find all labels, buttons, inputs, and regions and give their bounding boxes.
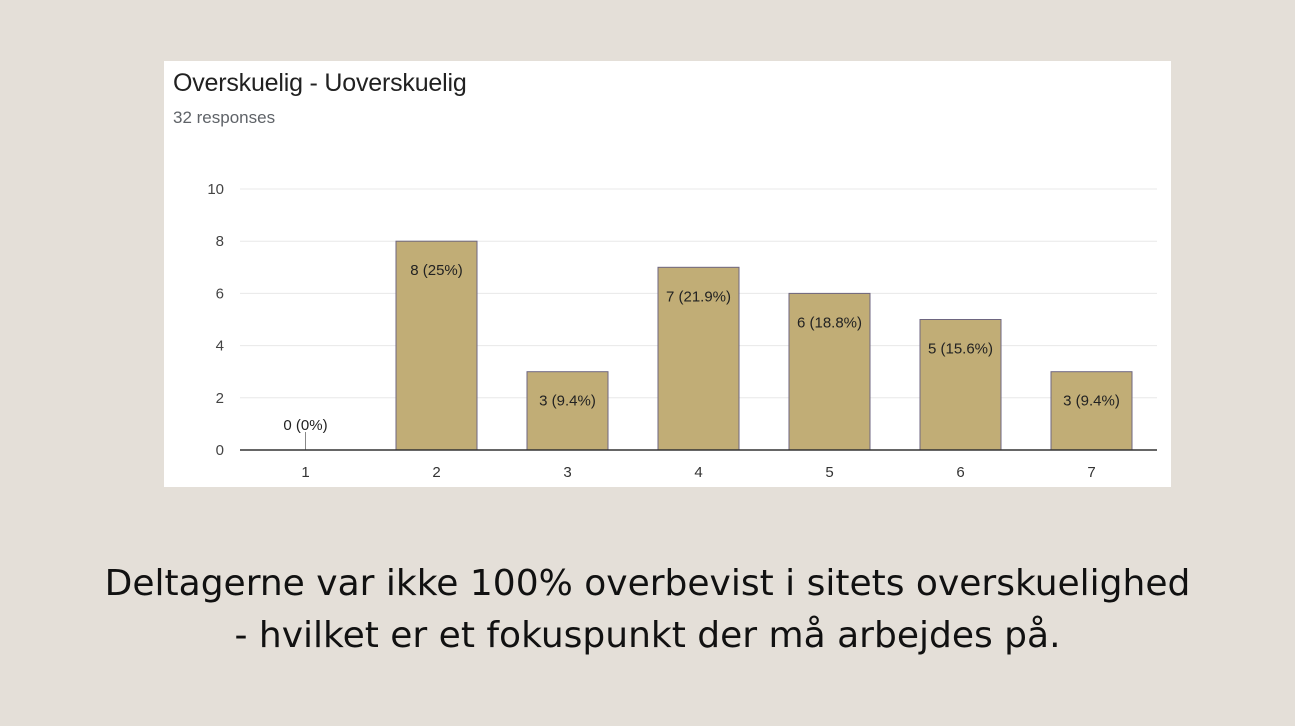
chart-card: Overskuelig - Uoverskuelig 32 responses …	[164, 61, 1171, 487]
x-tick-label: 5	[825, 464, 833, 481]
bar	[395, 240, 478, 451]
chart-title: Overskuelig - Uoverskuelig	[173, 69, 467, 97]
bar-chart: 0 2 4 6 8 10 1 0 (0%) 2 8 (25%) 3 3 (9.4%) 4 7 (21.9%…	[207, 181, 1157, 481]
bar	[788, 292, 871, 451]
bar	[657, 266, 740, 451]
data-label: 7 (21.9%)	[666, 288, 731, 305]
y-tick-label: 0	[216, 442, 224, 459]
y-tick-label: 6	[216, 285, 224, 302]
data-label: 6 (18.8%)	[797, 314, 862, 331]
caption-line-1: Deltagerne var ikke 100% overbevist i si…	[104, 563, 1191, 604]
data-label: 5 (15.6%)	[928, 341, 993, 358]
y-tick-label: 10	[207, 181, 224, 198]
data-label: 8 (25%)	[410, 262, 463, 279]
data-label: 0 (0%)	[283, 417, 327, 434]
y-tick-label: 2	[216, 390, 224, 407]
bar	[526, 371, 609, 451]
x-tick-label: 2	[432, 464, 440, 481]
y-tick-label: 4	[216, 338, 224, 355]
x-tick-label: 3	[563, 464, 571, 481]
caption: Deltagerne var ikke 100% overbevist i si…	[0, 558, 1295, 662]
x-tick-label: 7	[1087, 464, 1095, 481]
x-tick-label: 6	[956, 464, 964, 481]
caption-line-2: - hvilket er et fokuspunkt der må arbejd…	[234, 615, 1061, 656]
x-tick-label: 4	[694, 464, 702, 481]
data-label: 3 (9.4%)	[1063, 393, 1120, 410]
x-tick-label: 1	[301, 464, 309, 481]
bar	[1050, 371, 1133, 451]
response-count: 32 responses	[173, 108, 276, 127]
data-label: 3 (9.4%)	[539, 393, 596, 410]
bar	[919, 319, 1002, 451]
y-tick-label: 8	[216, 233, 224, 250]
